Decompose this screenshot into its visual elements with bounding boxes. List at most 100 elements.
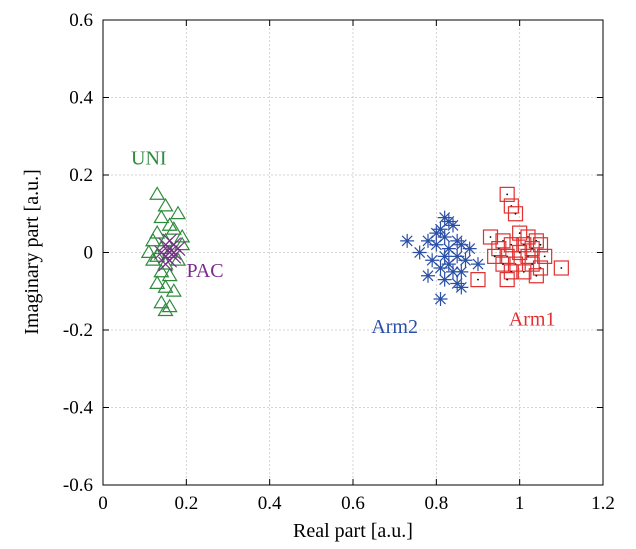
square-point-center: [560, 267, 563, 269]
series-label-uni: UNI: [131, 148, 167, 170]
series-arm2: [400, 210, 485, 306]
triangle-point: [149, 224, 166, 239]
tick-labels: 0 0.2 0.4 0.6 0.8 1 1.2 -0.6 -0.4 -0.2 0 0.2 0.4 0.6: [63, 10, 615, 514]
triangle-point: [153, 263, 170, 278]
square-point: [503, 198, 519, 214]
square-point-center: [502, 263, 504, 266]
square-point: [487, 248, 503, 264]
series-arm1: [470, 186, 569, 288]
square-point: [499, 272, 515, 288]
asterisk-point: [433, 261, 448, 275]
asterisk-point: [421, 268, 435, 283]
x-tick-label: 0.6: [341, 493, 365, 514]
square-point: [537, 248, 553, 264]
square-point-center: [518, 232, 521, 235]
square-point-center: [539, 243, 542, 246]
square-point: [499, 186, 515, 202]
x-tick-label: 0.8: [424, 493, 448, 514]
triangle-point: [153, 294, 170, 309]
x-point: [153, 245, 169, 260]
asterisk-point: [412, 245, 427, 260]
data-points: [140, 186, 569, 317]
asterisk-point: [429, 226, 444, 241]
square-point-center: [518, 251, 521, 254]
asterisk-point: [437, 272, 452, 287]
square-point: [495, 256, 511, 272]
x-tick-label: 1: [515, 493, 525, 514]
x-point: [162, 233, 178, 249]
triangle-point: [149, 186, 166, 200]
square-point-center: [493, 255, 496, 258]
triangle-point: [157, 302, 174, 317]
asterisk-point: [454, 264, 469, 279]
y-tick-label: 0: [84, 243, 94, 264]
x-point: [162, 245, 178, 260]
triangle-point: [174, 228, 191, 243]
square-point: [553, 260, 569, 276]
y-axis-title: Imaginary part [a.u.]: [21, 169, 43, 334]
square-point: [503, 237, 519, 253]
asterisk-point: [437, 249, 452, 264]
triangle-point: [140, 244, 157, 258]
axis-ticks: [102, 19, 604, 486]
triangle-point: [153, 209, 170, 224]
triangle-point: [157, 279, 174, 293]
asterisk-point: [446, 264, 460, 279]
asterisk-point: [421, 233, 435, 248]
square-point: [532, 260, 549, 276]
triangle-point: [161, 267, 178, 282]
asterisk-point: [454, 237, 469, 252]
triangle-point: [169, 205, 187, 220]
series-label-pac: PAC: [187, 260, 224, 282]
x-axis-title: Real part [a.u.]: [293, 520, 413, 542]
square-point: [532, 237, 549, 253]
square-point: [520, 229, 536, 245]
square-point-center: [506, 278, 509, 281]
asterisk-point: [400, 233, 415, 248]
triangle-point: [157, 255, 174, 270]
square-point-center: [489, 236, 492, 238]
square-point: [516, 264, 532, 280]
asterisk-point: [446, 218, 460, 233]
triangle-point: [144, 232, 162, 247]
asterisk-point: [433, 292, 448, 306]
series-labels: UNI PAC Arm2 Arm1: [131, 148, 555, 339]
square-point: [512, 225, 528, 241]
square-point: [516, 237, 532, 253]
square-point: [507, 206, 524, 222]
triangle-point: [169, 252, 187, 266]
series-pac: [153, 233, 186, 272]
y-tick-label: -0.2: [63, 320, 93, 341]
square-point-center: [535, 274, 538, 277]
asterisk-point: [450, 249, 465, 264]
y-tick-label: 0.2: [69, 165, 93, 186]
square-point: [507, 256, 524, 272]
square-point-center: [531, 263, 534, 266]
square-point-center: [543, 255, 546, 258]
square-point-center: [477, 278, 479, 281]
series-label-arm2: Arm2: [371, 316, 418, 338]
asterisk-point: [441, 257, 456, 272]
triangle-point: [144, 252, 162, 266]
x-tick-label: 1.2: [591, 493, 615, 514]
square-point: [482, 229, 499, 245]
square-point: [528, 233, 544, 249]
square-point: [491, 241, 507, 257]
triangle-point: [157, 197, 174, 212]
square-point-center: [510, 243, 513, 246]
square-point-center: [514, 212, 517, 215]
series-label-arm1: Arm1: [509, 308, 556, 330]
asterisk-point: [458, 253, 473, 268]
square-point: [524, 256, 540, 272]
asterisk-point: [441, 241, 456, 256]
asterisk-point: [425, 253, 440, 268]
square-point-center: [506, 193, 509, 196]
asterisk-point: [471, 257, 485, 272]
series-uni: [140, 186, 191, 317]
square-point: [495, 233, 511, 249]
triangle-point: [174, 236, 191, 251]
triangle-point: [165, 283, 182, 297]
asterisk-point: [437, 230, 452, 244]
square-point-center: [522, 270, 525, 273]
